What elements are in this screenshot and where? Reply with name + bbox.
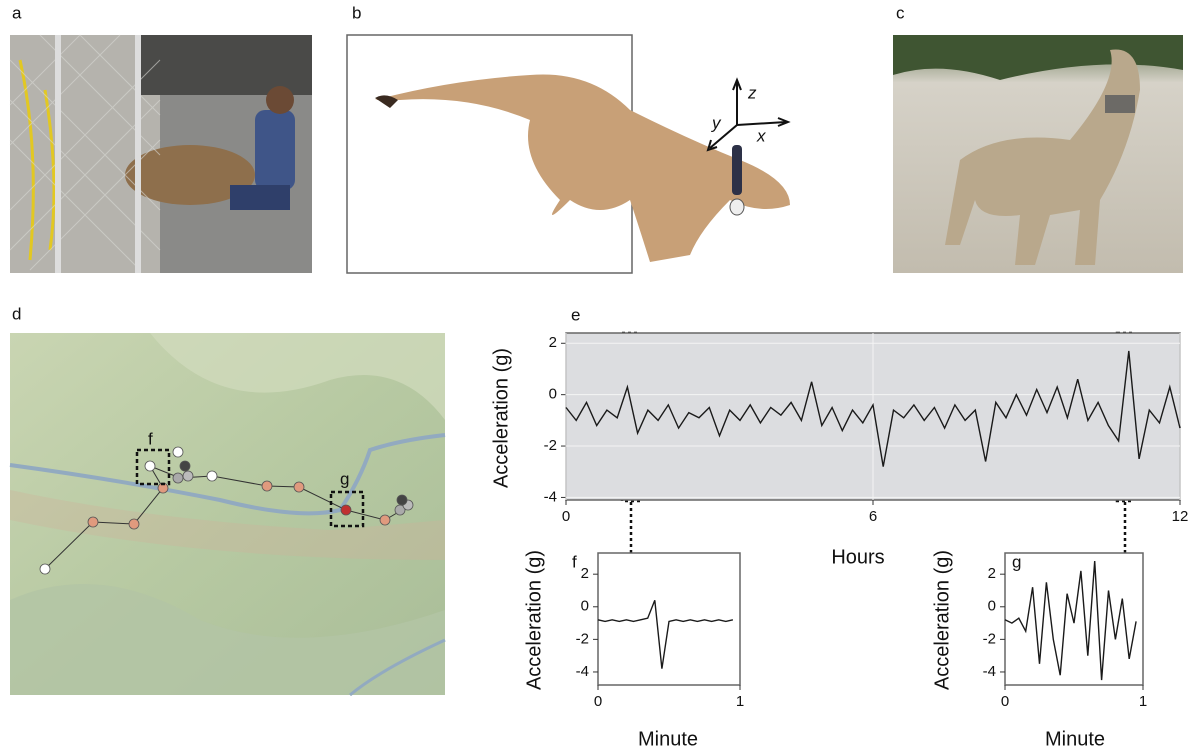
axis-label-3d: z bbox=[747, 83, 757, 102]
y-tick-label: -2 bbox=[544, 437, 557, 454]
map-d: f g bbox=[10, 333, 445, 695]
axis-label-3d: y bbox=[711, 113, 722, 132]
y-tick-label: -4 bbox=[544, 488, 557, 505]
y-tick-label: -4 bbox=[983, 663, 996, 680]
panel-label: d bbox=[12, 304, 21, 323]
panel-label: g bbox=[1012, 552, 1021, 571]
y-axis-label: Acceleration (g) bbox=[523, 550, 545, 690]
y-tick-label: 2 bbox=[581, 565, 589, 582]
plot-area bbox=[598, 553, 740, 685]
panel-label: c bbox=[896, 3, 905, 22]
photo-a bbox=[10, 35, 312, 273]
x-tick-label: 0 bbox=[594, 693, 602, 710]
x-axis-label: Hours bbox=[831, 546, 884, 568]
x-tick-label: 12 bbox=[1172, 508, 1189, 525]
y-tick-label: 2 bbox=[549, 334, 557, 351]
x-tick-label: 1 bbox=[736, 693, 744, 710]
y-tick-label: 0 bbox=[549, 386, 557, 403]
map-marker-label: g bbox=[340, 469, 349, 488]
panel-label: f bbox=[572, 552, 577, 571]
panel-label: b bbox=[352, 3, 361, 22]
y-axis-label: Acceleration (g) bbox=[490, 348, 512, 488]
map-marker-label: f bbox=[148, 429, 153, 448]
x-tick-label: 6 bbox=[869, 508, 877, 525]
y-tick-label: -2 bbox=[576, 630, 589, 647]
panel-label: a bbox=[12, 3, 22, 22]
y-tick-label: -2 bbox=[983, 630, 996, 647]
page: a b c d z y x bbox=[0, 0, 1197, 752]
x-tick-label: 0 bbox=[1001, 693, 1009, 710]
figure: a b c d z y x bbox=[0, 0, 1197, 752]
x-axis-label: Minute bbox=[1045, 728, 1105, 750]
x-tick-label: 0 bbox=[562, 508, 570, 525]
x-axis-label: Minute bbox=[638, 728, 698, 750]
photo-c bbox=[893, 35, 1183, 273]
y-tick-label: 0 bbox=[581, 598, 589, 615]
x-tick-label: 1 bbox=[1139, 693, 1147, 710]
panel-label: e bbox=[571, 305, 580, 324]
y-axis-label: Acceleration (g) bbox=[931, 550, 953, 690]
y-tick-label: 2 bbox=[988, 565, 996, 582]
y-tick-label: 0 bbox=[988, 598, 996, 615]
y-tick-label: -4 bbox=[576, 663, 589, 680]
illustration-b: z y x bbox=[347, 35, 790, 273]
axis-label-3d: x bbox=[756, 126, 766, 145]
